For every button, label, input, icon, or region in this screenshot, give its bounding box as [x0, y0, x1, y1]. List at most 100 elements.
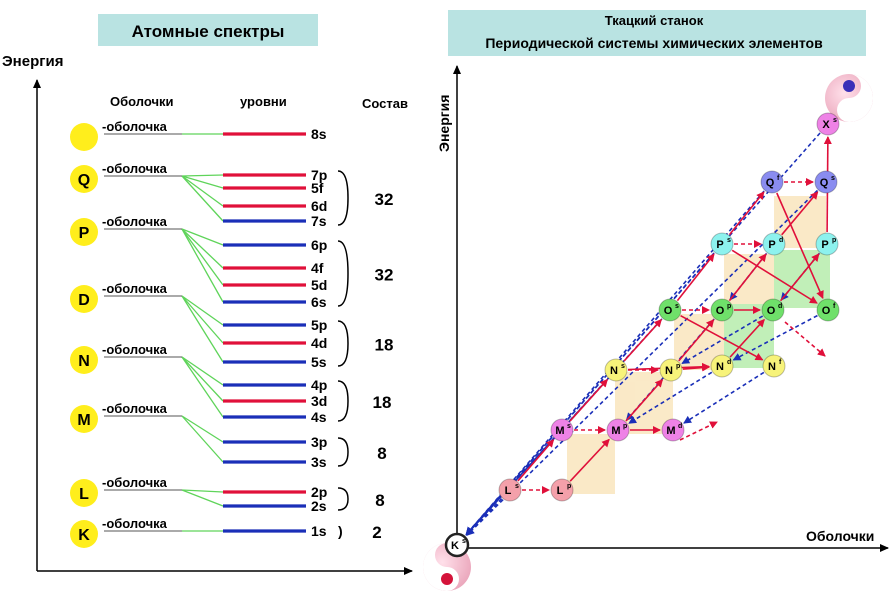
loom-arrow: [784, 321, 826, 357]
composition-bracket: [337, 487, 349, 511]
shell-connector: [181, 175, 224, 207]
composition-group: ) 2: [338, 523, 382, 542]
composition-value: 32: [375, 190, 394, 209]
node-sublevel: p: [567, 483, 571, 490]
composition-value: 18: [373, 393, 392, 412]
right-y-axis-label: Энергия: [436, 95, 452, 152]
shell-badge: [70, 285, 98, 313]
node-sublevel: s: [833, 117, 837, 124]
shell-badge: [70, 218, 98, 246]
node-circle: [760, 170, 784, 194]
level-label: 5f: [311, 180, 324, 196]
composition-bracket: [337, 437, 349, 467]
shell-connector: [181, 356, 224, 402]
shell-connector: [181, 295, 224, 344]
composition-group: 18: [337, 380, 392, 422]
node-sublevel: p: [676, 363, 680, 370]
node-sublevel: s: [727, 237, 731, 244]
level-label: 5p: [311, 317, 327, 333]
node-label: P: [716, 239, 723, 251]
node-sublevel: d: [779, 237, 783, 244]
node-circle: [661, 418, 685, 442]
loom-arrow: [683, 371, 765, 424]
shell-connector: [181, 489, 224, 493]
energy-level: 8s: [223, 126, 327, 142]
shell-label: -оболочка: [102, 401, 168, 416]
loom-arrow: [569, 438, 610, 482]
level-label: 3s: [311, 454, 327, 470]
shell-connector: [181, 295, 224, 363]
shell-connector: [181, 175, 224, 222]
energy-level: 4f: [223, 260, 324, 276]
node-label: M: [611, 425, 620, 437]
loom-arrow: [569, 378, 608, 422]
composition-bracket: ): [338, 523, 343, 539]
loom-arrow: [781, 191, 819, 236]
shell-row: L -оболочка: [70, 475, 182, 507]
left-title: Атомные спектры: [132, 22, 285, 41]
shell-row: D -оболочка: [70, 281, 182, 313]
energy-level: 1s: [223, 523, 327, 539]
shell-letter: Q: [78, 172, 90, 189]
node-sublevel: s: [831, 175, 835, 182]
shell-label: -оболочка: [102, 281, 168, 296]
energy-level: 5p: [223, 317, 327, 333]
composition-bracket: [337, 320, 349, 367]
composition-value: 18: [375, 336, 394, 355]
composition-bracket: [337, 380, 349, 422]
right-title-line2: Периодической системы химических элемент…: [485, 35, 823, 51]
level-label: 8s: [311, 126, 327, 142]
loom-arrow: [676, 253, 715, 302]
node-label: N: [716, 361, 724, 373]
level-label: 6p: [311, 237, 327, 253]
loom-arrow: [728, 191, 765, 236]
shell-connector: [181, 228, 224, 303]
right-x-axis-label: Оболочки: [806, 528, 874, 544]
energy-level: 6d: [223, 198, 327, 214]
left-panel: Атомные спектры Энергия Оболочки уровни …: [2, 14, 413, 575]
node-sublevel: d: [778, 303, 782, 310]
col-header-composition: Состав: [362, 96, 408, 111]
shell-connector: [181, 228, 224, 246]
shell-letter: D: [78, 292, 90, 309]
energy-level: 5s: [223, 354, 327, 370]
loom-arrow: [728, 253, 767, 302]
node-circle: [604, 358, 628, 382]
level-label: 6s: [311, 294, 327, 310]
level-label: 5s: [311, 354, 327, 370]
node-circle: [710, 354, 734, 378]
node-sublevel: s: [567, 423, 571, 430]
shell-letter: K: [78, 527, 90, 544]
right-title-banner: [448, 10, 866, 56]
shell-badge: [70, 479, 98, 507]
node-label: M: [666, 425, 675, 437]
node-label: N: [610, 365, 618, 377]
shell-connector: [181, 415, 224, 443]
node-circle: [444, 532, 470, 558]
shell-label: -оболочка: [102, 161, 168, 176]
node-sublevel: p: [727, 303, 731, 310]
shell-label: -оболочка: [102, 475, 168, 490]
level-label: 6d: [311, 198, 327, 214]
loom-background: [567, 196, 830, 494]
shell-list: -оболочкаQ-оболочкаP-оболочкаD-оболочкаN…: [70, 119, 182, 548]
level-label: 1s: [311, 523, 327, 539]
node-label: P: [821, 239, 828, 251]
composition-group: 32: [337, 240, 393, 307]
node-label: M: [555, 425, 564, 437]
shell-label: -оболочка: [102, 214, 168, 229]
level-label: 3p: [311, 434, 327, 450]
shell-row: Q -оболочка: [70, 161, 182, 193]
node-circle: [814, 170, 838, 194]
energy-level: 3p: [223, 434, 327, 450]
node-label: O: [716, 305, 725, 317]
shell-badge: [70, 520, 98, 548]
